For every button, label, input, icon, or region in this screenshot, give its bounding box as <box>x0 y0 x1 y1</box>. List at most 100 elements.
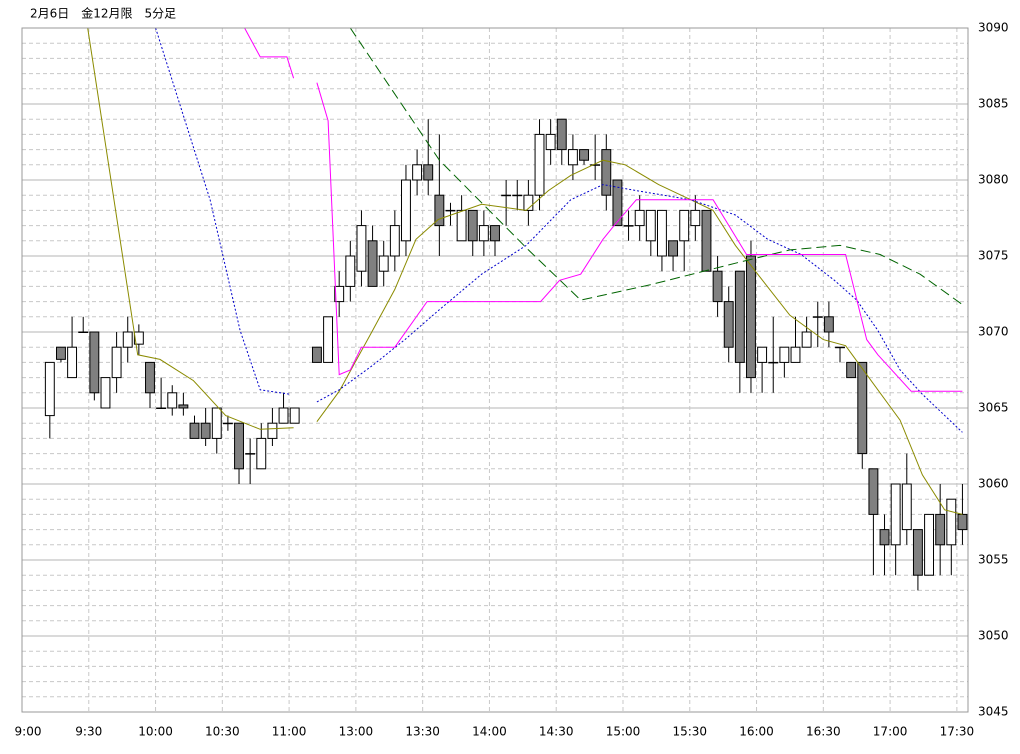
candle-body <box>234 422 244 470</box>
candle-body <box>323 316 334 363</box>
candle-body <box>189 422 200 439</box>
indicator-line <box>87 28 963 515</box>
candle-body <box>401 179 411 242</box>
candle-body <box>890 483 901 546</box>
y-tick-label: 3055 <box>978 553 1009 567</box>
candle-body <box>712 270 723 303</box>
x-tick-label: 13:30 <box>405 725 440 739</box>
candle-body <box>278 407 289 424</box>
x-tick-label: 11:00 <box>272 725 307 739</box>
candle-body <box>668 240 679 257</box>
y-tick-label: 3060 <box>978 477 1009 491</box>
indicator-line <box>244 28 963 392</box>
candle-body <box>601 149 612 196</box>
x-tick-label: 17:30 <box>940 725 975 739</box>
candle-body <box>835 346 845 349</box>
candle-body <box>412 164 423 181</box>
plot-border <box>21 27 969 713</box>
plot-area <box>44 28 968 591</box>
x-tick-label: 13:00 <box>339 725 374 739</box>
candle-body <box>812 316 823 318</box>
candle-body <box>801 331 812 348</box>
candle-body <box>634 209 645 227</box>
candle-body <box>868 468 879 515</box>
candle-body <box>222 422 233 425</box>
candle-body <box>912 529 923 576</box>
candle-body <box>579 149 589 161</box>
candle-body <box>768 361 779 364</box>
candle-body <box>701 209 712 272</box>
x-tick-label: 10:30 <box>205 725 240 739</box>
x-tick-label: 15:30 <box>672 725 707 739</box>
x-tick-label: 16:30 <box>806 725 841 739</box>
candle-body <box>545 133 556 151</box>
candle-body <box>311 346 322 363</box>
candle-body <box>846 361 857 379</box>
candle-body <box>590 164 601 166</box>
x-tick-label: 17:00 <box>873 725 908 739</box>
candle-body <box>823 316 834 333</box>
candle-body <box>67 346 78 379</box>
y-tick-label: 3070 <box>978 325 1009 339</box>
x-tick-label: 14:00 <box>472 725 507 739</box>
candle-body <box>133 331 144 345</box>
candle-body <box>523 194 534 211</box>
candle-body <box>623 225 634 227</box>
x-tick-label: 9:00 <box>15 725 42 739</box>
candle-body <box>467 209 478 242</box>
axis-labels: 3045 3050 3055 3060 3065 3070 3075 3080 3085 3090… <box>15 21 1009 739</box>
candle-body <box>367 240 378 287</box>
y-tick-label: 3075 <box>978 249 1009 263</box>
candle-body <box>78 331 89 333</box>
candle-body <box>478 225 489 242</box>
candle-body <box>456 209 467 242</box>
candle-body <box>200 422 211 439</box>
candle-body <box>44 361 55 417</box>
candle-body <box>779 346 790 363</box>
candle-body <box>445 209 456 212</box>
candle-body <box>167 392 178 409</box>
candle-body <box>356 225 367 272</box>
candle-body <box>100 377 111 409</box>
candle-body <box>901 483 912 531</box>
candle-body <box>612 179 623 227</box>
candle-body <box>434 194 445 227</box>
candle-body <box>122 331 133 348</box>
candle-body <box>679 209 690 242</box>
y-tick-label: 3050 <box>978 629 1009 643</box>
y-tick-label: 3085 <box>978 97 1009 111</box>
candle-body <box>156 407 167 409</box>
x-tick-label: 15:00 <box>606 725 641 739</box>
candle-body <box>345 255 356 287</box>
x-tick-label: 14:30 <box>539 725 574 739</box>
candle-body <box>790 346 801 363</box>
candle-body <box>289 407 300 424</box>
candle-body <box>512 194 523 197</box>
candle-body <box>935 513 946 546</box>
candle-body <box>211 407 222 439</box>
candle-body <box>334 285 345 303</box>
indicator-line <box>349 28 963 306</box>
y-tick-label: 3065 <box>978 401 1009 415</box>
candle-body <box>723 301 734 348</box>
candle-body <box>256 437 267 470</box>
candle-body <box>567 149 578 166</box>
x-tick-label: 10:00 <box>138 725 173 739</box>
candle-body <box>111 346 122 379</box>
candle-body <box>389 225 400 257</box>
candle-body <box>946 498 957 546</box>
candle-body <box>556 118 567 151</box>
candle-body <box>267 422 278 439</box>
candle-body <box>145 361 155 394</box>
chart-title: 2月6日 金12月限 5分足 <box>30 6 176 21</box>
candle-body <box>423 164 434 181</box>
candle-body <box>490 225 500 242</box>
candle-body <box>378 255 389 272</box>
candle-body <box>957 513 968 531</box>
candle-body <box>656 209 667 257</box>
candle-body <box>56 346 66 360</box>
y-tick-label: 3080 <box>978 173 1009 187</box>
candle-body <box>534 133 545 196</box>
candle-body <box>757 346 768 363</box>
